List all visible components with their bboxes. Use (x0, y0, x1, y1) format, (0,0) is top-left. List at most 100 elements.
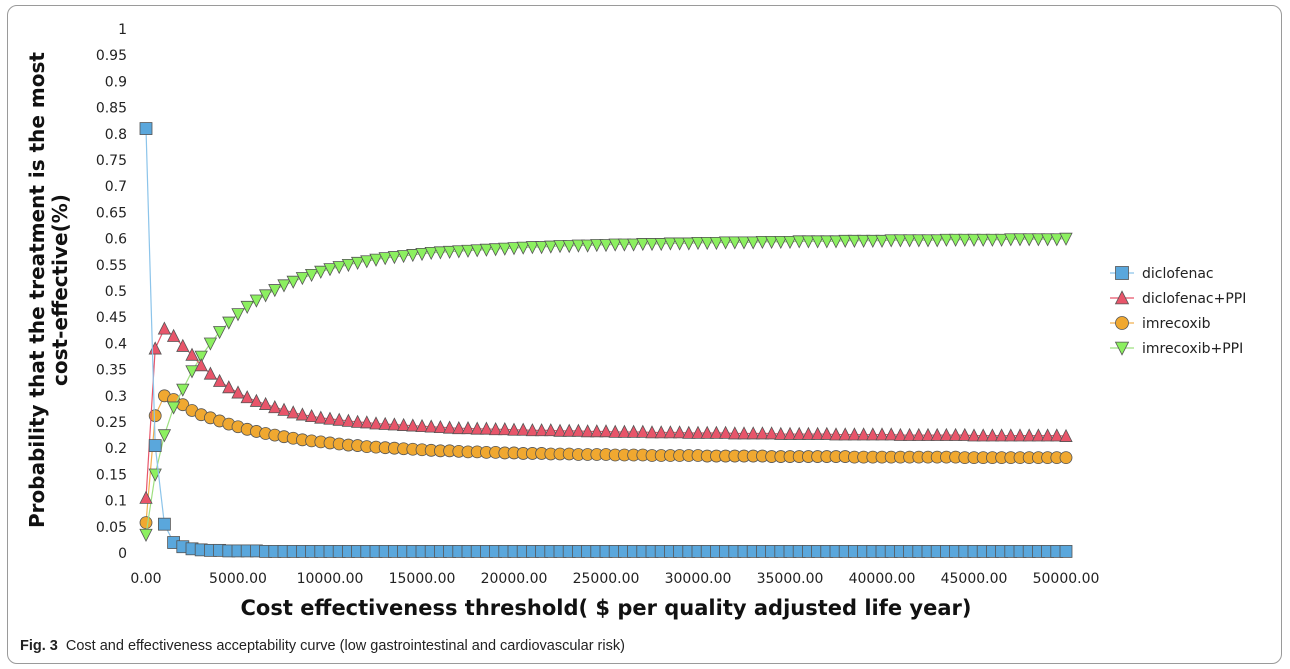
data-point (314, 265, 328, 279)
y-axis-title-line: Probability that the treatment is the mo… (25, 52, 49, 528)
data-point (774, 235, 788, 250)
data-point (617, 424, 632, 438)
data-point (810, 426, 825, 440)
data-point (249, 393, 264, 407)
series-layer (139, 122, 1073, 558)
data-point (1059, 428, 1073, 442)
data-point (415, 418, 429, 432)
data-point (866, 427, 880, 441)
data-point (258, 289, 273, 303)
y-tick-label: 0.25 (96, 415, 127, 431)
y-tick-label: 0.05 (96, 520, 127, 536)
legend-item: diclofenac+PPI (1110, 290, 1246, 307)
data-point (544, 423, 558, 437)
data-point (433, 246, 448, 260)
data-point (626, 238, 641, 252)
data-point (783, 235, 797, 250)
data-point (498, 242, 512, 256)
data-point (148, 409, 162, 423)
data-point (139, 490, 153, 504)
data-point (1040, 428, 1055, 442)
data-point (396, 250, 411, 264)
x-tick-label: 30000.00 (665, 571, 732, 587)
data-point (479, 243, 494, 257)
y-axis-title-line: cost-effective(%) (48, 194, 72, 386)
data-point (930, 234, 944, 248)
data-point (718, 236, 733, 250)
data-point (350, 256, 365, 270)
data-point (626, 424, 641, 438)
data-point (912, 427, 926, 441)
data-point (212, 373, 227, 387)
legend-marker (1114, 290, 1130, 305)
data-point (1004, 233, 1018, 247)
data-point (314, 410, 328, 424)
legend-item: diclofenac (1110, 266, 1214, 282)
data-point (875, 427, 889, 441)
x-tick-label: 50000.00 (1033, 571, 1100, 587)
data-point (967, 428, 981, 442)
data-point (295, 407, 310, 421)
data-point (176, 383, 190, 397)
data-point (507, 242, 521, 256)
y-tick-label: 0.4 (105, 336, 127, 352)
data-point (829, 427, 843, 441)
data-point (1013, 428, 1027, 442)
data-point (470, 421, 484, 435)
data-point (433, 419, 448, 434)
data-point (157, 517, 171, 531)
data-point (360, 255, 374, 269)
data-point (203, 337, 218, 351)
data-point (884, 427, 898, 441)
y-tick-label: 0.35 (96, 363, 127, 379)
figure-caption: Fig. 3 Cost and effectiveness acceptabili… (20, 638, 625, 654)
data-point (1050, 428, 1064, 442)
data-point (406, 249, 420, 263)
data-point (672, 237, 687, 251)
figure-frame (7, 5, 1282, 664)
y-tick-label: 0.75 (96, 153, 127, 169)
data-point (488, 422, 503, 436)
data-point (958, 233, 972, 247)
legend-label: imrecoxib+PPI (1142, 341, 1243, 357)
data-point (516, 241, 530, 255)
data-point (452, 421, 466, 435)
data-point (893, 427, 908, 441)
data-point (148, 341, 162, 355)
data-point (985, 428, 1000, 442)
data-point (185, 347, 199, 361)
data-point (838, 234, 852, 248)
y-tick-label: 0.1 (105, 494, 127, 510)
data-point (948, 427, 963, 441)
data-point (856, 234, 871, 248)
data-point (231, 308, 245, 322)
data-point (645, 238, 659, 252)
legend-marker (1115, 266, 1129, 280)
data-point (1040, 233, 1055, 247)
data-point (553, 240, 567, 254)
data-point (884, 234, 898, 248)
data-point (249, 294, 264, 308)
data-point (525, 423, 540, 437)
series-diclofenac-ppi (139, 321, 1073, 504)
data-point (222, 380, 236, 394)
data-point (994, 233, 1009, 247)
data-point (829, 235, 843, 249)
data-point (323, 263, 337, 277)
data-point (682, 237, 696, 251)
data-point (939, 427, 954, 441)
data-point (553, 423, 567, 437)
data-point (608, 424, 622, 438)
data-point (378, 416, 392, 430)
data-point (534, 423, 549, 437)
data-point (801, 235, 816, 249)
data-point (157, 429, 172, 443)
data-point (222, 316, 236, 330)
data-point (755, 235, 770, 250)
data-point (231, 385, 245, 399)
data-point (139, 516, 153, 530)
data-point (562, 240, 576, 254)
data-point (930, 427, 944, 441)
series-diclofenac (139, 122, 1073, 558)
